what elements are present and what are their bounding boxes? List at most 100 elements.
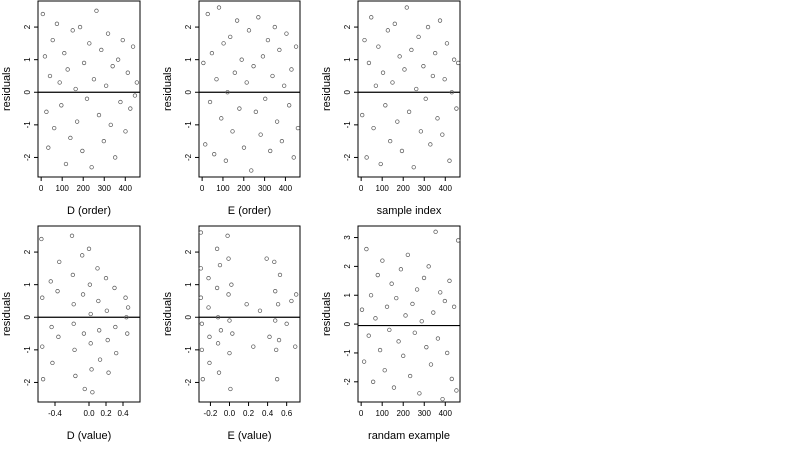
residual-point [293,44,299,49]
y-tick-label: 0 [23,89,32,94]
residual-point [249,168,254,173]
residual-point [59,103,64,108]
residual-point [57,80,62,85]
residual-point [113,155,118,160]
residual-point [80,148,85,154]
residual-point [72,347,77,353]
residual-point [63,161,69,167]
residual-point [225,233,230,238]
x-tick-label: 0 [359,409,364,418]
residual-point [110,64,115,69]
residual-point [391,385,397,390]
x-tick-label: 0.2 [243,409,255,418]
residual-point [272,259,277,265]
residual-point [397,54,402,59]
residual-point [70,28,75,33]
x-tick-label: 100 [376,184,390,193]
residual-point [113,324,118,330]
residual-point [263,96,268,101]
panel-e-value: -0.2 0.0 0.2 0.4 0.6 -2 -1 0 1 2 E (value) residual… [162,225,301,442]
residual-point [215,341,221,346]
residual-point [96,298,101,304]
residual-point [206,275,211,281]
residual-point [228,386,233,392]
residual-point [44,109,49,114]
residual-point [57,259,62,265]
residual-point [414,287,420,292]
y-tick-label: 2 [23,24,32,29]
x-axis-title: sample index [377,205,442,217]
residual-point [392,21,397,26]
residual-point [258,132,263,137]
residual-point [212,152,217,157]
residual-point [445,350,450,356]
residual-point [209,50,215,56]
residual-point [424,345,429,350]
x-tick-label: 0.0 [224,409,236,418]
residual-point [267,334,272,339]
residual-point [215,315,221,320]
x-axis-title: E (order) [228,205,271,217]
residual-point [279,138,285,144]
residual-point [373,316,378,321]
residual-point [273,289,278,294]
residual-point [454,106,459,111]
residual-point [230,331,235,336]
y-tick-label: 0 [343,321,352,326]
residual-point [55,289,60,294]
residual-point [375,272,380,278]
residual-point [81,60,87,66]
residual-point [200,377,205,382]
residual-point [293,344,298,349]
residual-point [421,275,427,281]
residual-point [40,344,45,349]
residual-point [95,266,100,271]
residual-point [125,331,130,336]
y-tick-label: 1 [184,57,193,62]
residual-point [84,96,90,101]
residual-point [370,379,376,384]
x-tick-label: 0.2 [100,409,112,418]
y-tick-label: 2 [184,24,193,29]
y-axis-title: residuals [162,291,174,336]
residual-point [80,292,86,297]
residual-point [105,337,110,343]
residual-point [423,96,428,101]
residual-point [198,295,204,300]
x-tick-label: 300 [258,184,272,193]
residual-point [435,336,441,341]
residual-point [256,15,261,20]
residual-point [361,359,367,364]
residual-point [398,267,404,272]
residual-point [366,60,372,66]
residual-point [384,304,390,309]
residual-point [88,341,93,346]
residual-point [428,142,433,147]
residual-point [120,37,125,43]
residual-point [408,373,413,379]
residual-point [118,99,123,105]
residual-point [114,350,119,356]
y-tick-label: 0 [184,314,193,319]
panel-d-value: -0.4 0.0 0.2 0.4 -2 -1 0 1 2 D (value) residuals [1,225,141,442]
residual-point [123,129,128,134]
residual-point [276,337,282,343]
plot-frame [198,0,301,178]
residual-point [87,282,92,287]
residual-point [69,233,75,238]
residual-point [205,11,210,17]
residual-point [125,70,130,75]
x-tick-label: 0 [200,184,205,193]
y-tick-label: 0 [184,89,193,94]
residual-point [403,313,408,318]
residual-point [225,90,230,95]
x-tick-label: 0 [39,184,44,193]
x-axis-title: E (value) [227,430,271,442]
residual-point [451,57,457,62]
residual-point [369,15,374,20]
residual-point [411,165,416,170]
residual-point [91,77,97,82]
residual-point [241,145,247,150]
residual-point [101,138,106,144]
residual-point [294,292,299,297]
